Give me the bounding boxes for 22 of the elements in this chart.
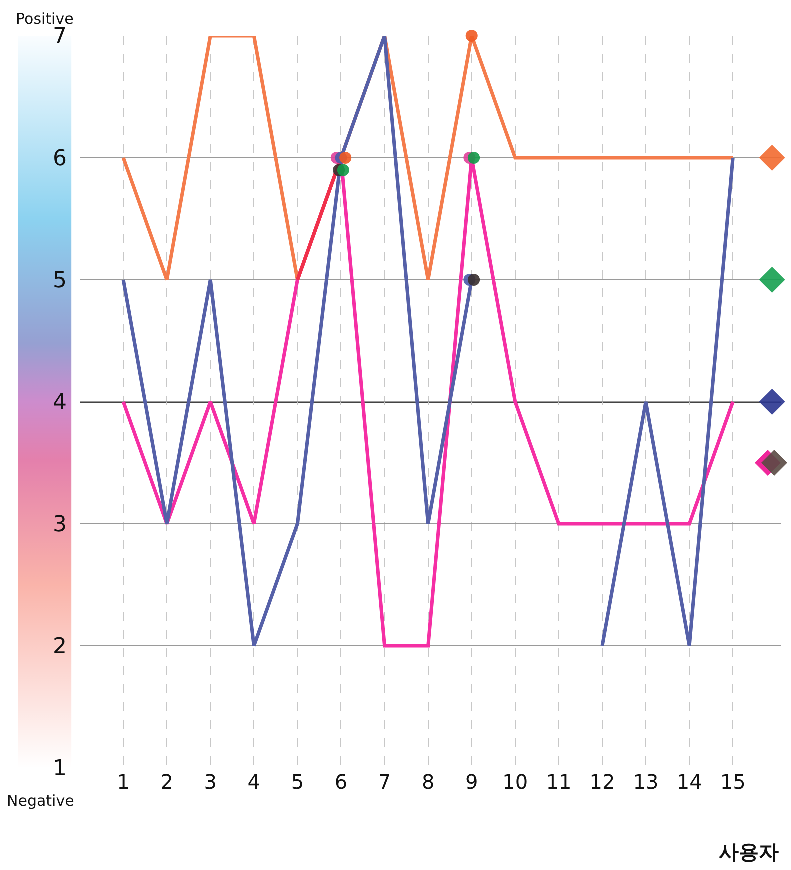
x-tick-label: 3 [204, 770, 217, 794]
x-tick-label: 15 [720, 770, 746, 794]
x-tick-label: 2 [160, 770, 174, 794]
y-tick-label: 3 [53, 512, 67, 538]
y-tick-label: 4 [53, 390, 67, 416]
text: Negative [7, 792, 74, 810]
x-tick-label: 14 [676, 770, 702, 794]
y-tick-label: 2 [53, 634, 67, 660]
x-axis-title: 사용자 [719, 840, 779, 864]
x-tick-label: 8 [422, 770, 435, 794]
x-tick-label: 11 [546, 770, 572, 794]
x-tick-label: 6 [334, 770, 348, 794]
x-tick-label: 12 [590, 770, 616, 794]
y-tick-label: 5 [53, 268, 67, 294]
x-tick-label: 7 [378, 770, 392, 794]
y-tick-label: 6 [53, 146, 67, 172]
x-tick-label: 9 [465, 770, 478, 794]
x-tick-label: 1 [117, 770, 130, 794]
x-tick-label: 13 [633, 770, 659, 794]
x-tick-label: 5 [291, 770, 304, 794]
x-tick-label: 4 [248, 770, 261, 794]
x-tick-label: 10 [502, 770, 528, 794]
